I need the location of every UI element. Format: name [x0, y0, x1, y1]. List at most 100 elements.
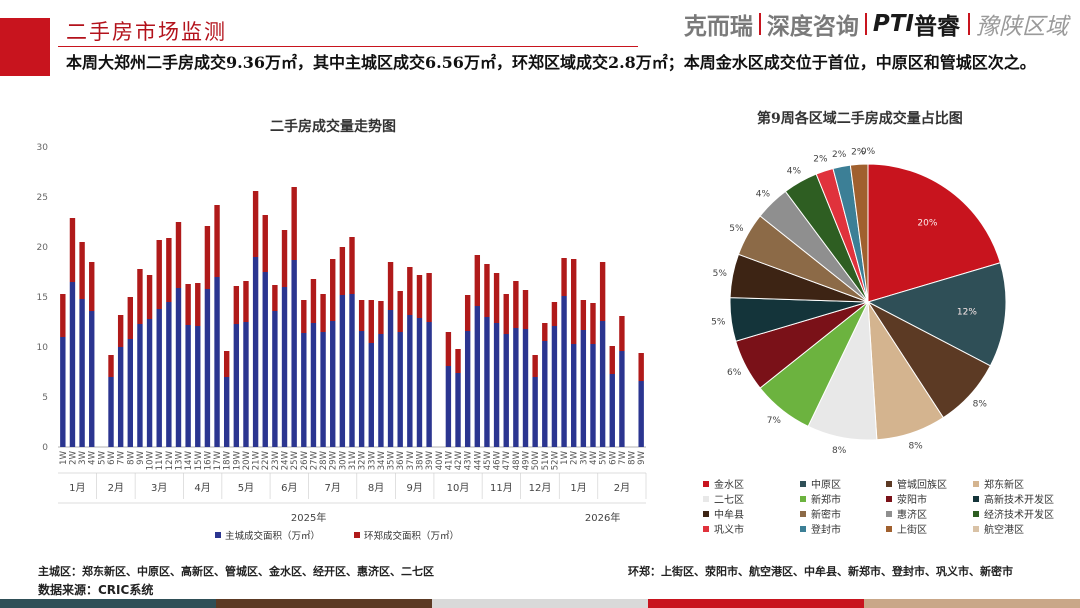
bar-env — [291, 187, 297, 260]
pie-legend-label: 航空港区 — [984, 525, 1024, 536]
bar-main — [223, 377, 230, 447]
pie-legend-item: 新郑市 — [800, 491, 841, 506]
brand-pu: 普睿 — [914, 14, 960, 40]
pie-legend-item: 荥阳市 — [886, 491, 927, 506]
bar-env — [108, 355, 114, 377]
legend-label-env: 环郑成交面积（万㎡） — [364, 530, 459, 542]
x-tick-label: 46W — [493, 450, 503, 470]
strip-segment — [648, 599, 864, 608]
x-tick-label: 2W — [68, 450, 78, 464]
pie-legend-label: 荥阳市 — [897, 495, 927, 506]
pie-data-label: 8% — [908, 441, 923, 451]
brand-separator — [968, 13, 970, 35]
bar-env — [339, 247, 346, 295]
pie-legend-item: 惠济区 — [886, 506, 927, 521]
pie-legend-swatch — [703, 510, 709, 517]
pie-data-label: 6% — [727, 368, 742, 378]
brand-consulting: 深度咨询 — [766, 14, 859, 40]
bar-main — [272, 311, 278, 447]
bar-main — [407, 315, 413, 447]
bar-env — [368, 300, 374, 343]
bar-main — [397, 332, 403, 447]
bar-main — [137, 324, 143, 447]
brand-separator — [758, 13, 761, 35]
bar-env — [407, 267, 413, 315]
month-label: 9月 — [406, 482, 422, 494]
pie-legend-label: 新郑市 — [811, 495, 841, 506]
x-tick-label: 25W — [290, 450, 300, 470]
bar-env — [89, 262, 95, 311]
bar-main — [571, 344, 577, 447]
bar-env — [127, 297, 133, 339]
strip-segment — [432, 599, 648, 608]
bar-env — [522, 290, 529, 329]
bar-env — [330, 259, 336, 321]
x-tick-label: 9W — [136, 450, 146, 464]
x-tick-label: 6W — [608, 450, 618, 464]
pie-data-label: 2% — [851, 147, 866, 157]
bar-env — [426, 273, 432, 322]
bar-main — [233, 324, 240, 447]
bar-main — [493, 323, 500, 447]
bar-main — [156, 309, 162, 447]
bar-main — [60, 337, 66, 447]
pie-data-label: 8% — [832, 446, 847, 456]
env-city-note: 环郑：上街区、荥阳市、航空港区、中牟县、新郑市、登封市、巩义市、新密市 — [628, 565, 1013, 578]
pie-legend-item: 航空港区 — [973, 521, 1024, 536]
y-tick-label: 10 — [37, 343, 49, 353]
bar-env — [599, 262, 606, 321]
bar-env — [214, 205, 220, 277]
x-tick-label: 18W — [223, 450, 233, 470]
bar-env — [561, 258, 567, 296]
bar-main — [455, 373, 461, 447]
pie-legend-swatch — [886, 495, 892, 502]
pie-legend-swatch — [800, 510, 806, 517]
pie-legend-swatch — [973, 525, 979, 532]
bar-env — [542, 323, 548, 341]
x-tick-label: 34W — [377, 450, 387, 470]
month-label: 6月 — [281, 482, 297, 494]
bar-main — [89, 311, 95, 447]
bar-env — [503, 294, 509, 334]
bar-main — [484, 317, 490, 447]
bar-env — [358, 300, 365, 331]
bar-env — [378, 301, 384, 334]
x-tick-label: 8W — [126, 450, 136, 464]
pie-legend-item: 金水区 — [703, 476, 744, 491]
bar-env — [195, 283, 201, 326]
year-label: 2025年 — [291, 511, 326, 524]
brand-logo: 克而瑞 深度咨询 PTI 普睿 豫陕区域 — [684, 6, 1068, 42]
pie-legend-item: 经济技术开发区 — [973, 506, 1054, 521]
x-tick-label: 1W — [59, 450, 69, 464]
pie-data-label: 5% — [729, 224, 744, 234]
pie-data-label: 7% — [767, 416, 782, 426]
pie-legend-label: 巩义市 — [714, 525, 744, 536]
data-source: 数据来源：CRIC系统 — [38, 583, 154, 597]
bar-env — [455, 349, 461, 373]
x-tick-label: 19W — [232, 450, 242, 470]
summary-text: 本周大郑州二手房成交9.36万㎡，其中主城区成交6.56万㎡，环郑区域成交2.8… — [66, 53, 1036, 72]
bar-env — [137, 269, 143, 324]
x-tick-label: 23W — [271, 450, 281, 470]
x-tick-label: 29W — [329, 450, 339, 470]
y-tick-label: 15 — [37, 293, 48, 303]
month-label: 12月 — [529, 482, 552, 494]
pie-legend-label: 登封市 — [811, 525, 841, 536]
x-tick-label: 16W — [203, 450, 213, 470]
bar-env — [69, 218, 76, 282]
bar-main — [368, 343, 374, 447]
x-tick-label: 5W — [599, 450, 609, 464]
bar-main — [609, 374, 615, 447]
strip-segment — [0, 599, 216, 608]
month-label: 11月 — [490, 482, 513, 494]
bar-env — [513, 281, 519, 328]
bar-main — [185, 325, 191, 447]
bar-env — [252, 191, 259, 257]
x-tick-label: 44W — [473, 450, 483, 470]
month-label: 1月 — [69, 482, 85, 494]
bar-env — [387, 262, 394, 310]
bar-main — [542, 341, 548, 447]
bar-main — [590, 344, 596, 447]
pie-data-label: 12% — [957, 308, 977, 318]
x-tick-label: 7W — [117, 450, 127, 464]
